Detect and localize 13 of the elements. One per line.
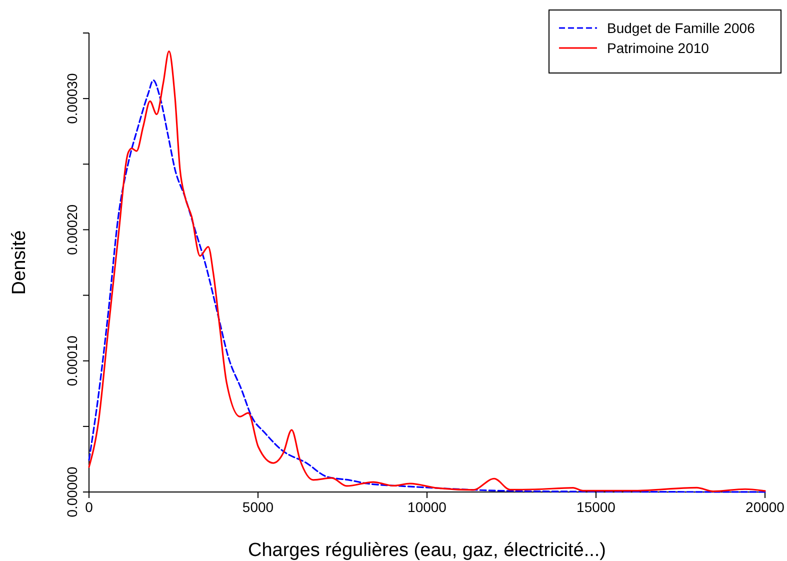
x-tick-label: 20000 xyxy=(746,499,785,515)
x-axis-title: Charges régulières (eau, gaz, électricité...) xyxy=(248,540,606,561)
y-tick-label: 0.00010 xyxy=(64,335,80,386)
y-tick-label: 0.00000 xyxy=(64,466,80,518)
x-tick-label: 10000 xyxy=(408,499,447,515)
y-tick-label: 0.00030 xyxy=(64,73,80,124)
x-tick-label: 5000 xyxy=(242,499,274,515)
legend-label: Budget de Famille 2006 xyxy=(607,20,756,36)
y-axis-title: Densité xyxy=(9,230,30,295)
x-tick-label: 0 xyxy=(85,499,94,515)
legend-label: Patrimoine 2010 xyxy=(607,40,710,56)
y-tick-label: 0.00020 xyxy=(64,204,80,256)
x-tick-label: 15000 xyxy=(576,499,616,515)
